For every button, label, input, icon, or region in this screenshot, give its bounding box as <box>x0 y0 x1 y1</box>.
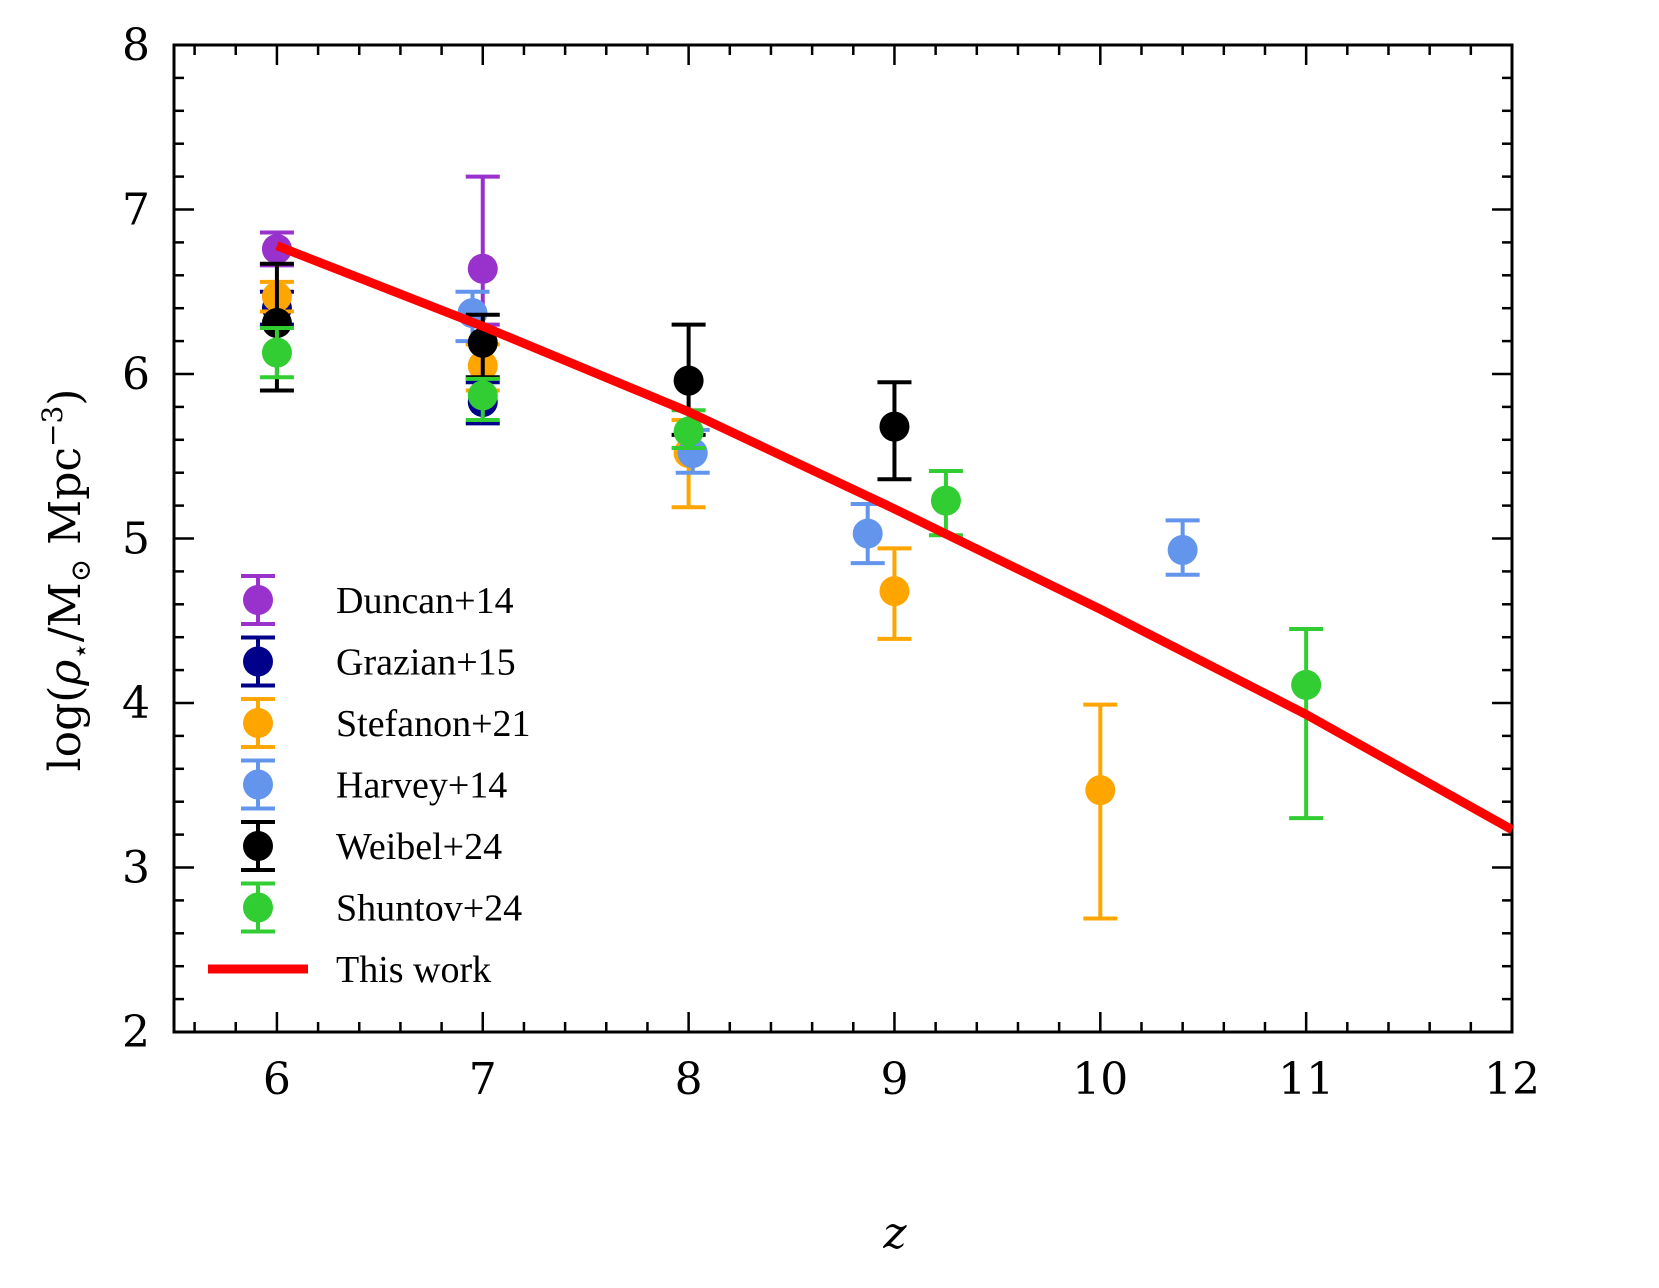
data-point <box>467 380 498 411</box>
legend-item: Duncan+14 <box>241 574 514 626</box>
data-point-group <box>877 546 912 641</box>
legend-label: Shuntov+24 <box>336 888 522 930</box>
data-point <box>467 253 498 284</box>
x-tick-label: 7 <box>469 1054 497 1105</box>
data-point <box>261 308 292 339</box>
legend-item: Grazian+15 <box>241 635 516 688</box>
series-harvey-14 <box>455 289 1200 577</box>
x-axis: 6 7 8 9 10 11 12 <box>193 45 1540 1105</box>
x-tick-label: 9 <box>880 1054 908 1105</box>
data-point-group <box>877 380 912 482</box>
x-tick-label: 11 <box>1278 1054 1334 1105</box>
y-tick-label: 5 <box>122 514 150 565</box>
y-tick-label: 7 <box>122 185 150 236</box>
y-title-sun-sub: ⊙ <box>64 559 97 582</box>
y-axis-title: log(ρ⋆/M⊙ Mpc−3) <box>36 389 97 772</box>
legend-label: Harvey+14 <box>336 765 507 807</box>
y-tick-label: 8 <box>122 20 150 71</box>
legend-label: This work <box>336 949 491 991</box>
y-title-rho: ρ <box>40 660 91 687</box>
data-point <box>930 485 961 516</box>
y-title-sup: −3 <box>36 406 69 447</box>
x-tick-label: 8 <box>675 1054 703 1105</box>
y-axis: 2 3 4 5 6 7 8 <box>122 20 1512 1058</box>
data-point-group <box>465 376 500 423</box>
y-tick-label: 2 <box>122 1007 150 1058</box>
data-point <box>673 365 704 396</box>
data-point <box>673 416 704 447</box>
plot-area <box>172 43 1514 1034</box>
data-point-group <box>1165 518 1200 577</box>
legend-label: Duncan+14 <box>336 580 514 622</box>
legend-item: Shuntov+24 <box>241 881 522 934</box>
data-point <box>467 327 498 358</box>
data-point <box>879 576 910 607</box>
y-title-prefix: log( <box>40 686 91 772</box>
y-tick-label: 3 <box>122 843 150 894</box>
x-tick-label: 6 <box>263 1054 291 1105</box>
legend-item: Harvey+14 <box>241 758 507 811</box>
y-title-slash: /M <box>40 582 91 642</box>
x-tick-label: 12 <box>1484 1054 1540 1105</box>
legend-marker <box>243 892 273 923</box>
legend-item: This work <box>208 949 491 991</box>
legend-marker <box>243 585 273 615</box>
plot-frame <box>172 43 1514 1034</box>
legend-label: Weibel+24 <box>336 826 502 868</box>
legend-marker <box>243 708 273 738</box>
data-point <box>1167 535 1198 566</box>
legend-item: Weibel+24 <box>241 820 502 872</box>
series-shuntov-24 <box>259 325 1324 821</box>
data-point <box>1291 669 1322 700</box>
legend-label: Stefanon+21 <box>336 703 531 745</box>
y-title-suffix: ) <box>40 389 91 406</box>
data-point-group <box>850 501 885 566</box>
data-point <box>1085 775 1116 806</box>
series-layer <box>259 174 1515 921</box>
data-point-group <box>1289 626 1324 821</box>
data-point <box>261 337 292 368</box>
x-tick-label: 10 <box>1072 1054 1128 1105</box>
y-title-mpc: Mpc <box>40 447 91 559</box>
y-title-rho-sub: ⋆ <box>64 642 97 660</box>
legend-item: Stefanon+21 <box>241 697 531 749</box>
model-line-this-work <box>275 241 1515 834</box>
legend: Duncan+14 Grazian+15 Stefanon+21 Harvey+14 W… <box>208 574 531 991</box>
y-tick-label: 6 <box>122 349 150 400</box>
legend-label: Grazian+15 <box>336 642 516 684</box>
legend-marker <box>243 646 273 677</box>
data-point-group <box>259 325 294 380</box>
x-axis-title: z <box>882 1208 907 1259</box>
data-point-group <box>1083 702 1118 921</box>
legend-marker <box>243 831 273 861</box>
data-point <box>879 411 910 442</box>
y-tick-label: 4 <box>122 678 150 729</box>
legend-marker <box>243 769 273 800</box>
data-point <box>852 518 883 549</box>
